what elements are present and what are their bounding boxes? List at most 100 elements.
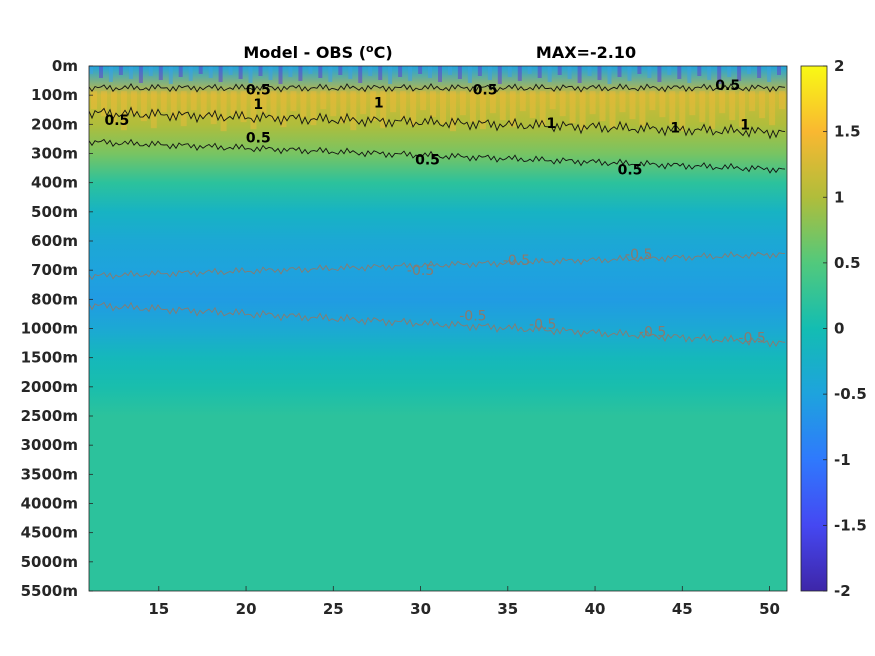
chart-title: Model - OBS (oC) bbox=[243, 42, 392, 62]
warm-streak bbox=[629, 91, 636, 120]
surface-streak bbox=[697, 66, 702, 76]
warm-streak bbox=[639, 91, 646, 127]
contour-label: -0.5 bbox=[639, 324, 666, 340]
warm-streak bbox=[440, 91, 446, 125]
warm-streak bbox=[160, 91, 167, 113]
contour-label: 1 bbox=[374, 96, 384, 112]
surface-streak bbox=[657, 66, 662, 82]
warm-streak bbox=[609, 91, 616, 129]
warm-streak bbox=[180, 91, 187, 127]
warm-streak bbox=[649, 91, 656, 111]
y-tick-label: 1000m bbox=[21, 320, 78, 338]
colorbar-tick-label: 1 bbox=[834, 188, 844, 206]
warm-streak bbox=[140, 91, 147, 122]
warm-streak bbox=[619, 91, 626, 113]
surface-streak bbox=[637, 66, 642, 74]
y-tick-label: 4000m bbox=[21, 495, 78, 513]
warm-streak bbox=[689, 91, 696, 116]
y-tick-label: 5000m bbox=[21, 553, 78, 571]
contour-label: 0.5 bbox=[104, 113, 129, 129]
surface-streak bbox=[318, 66, 323, 78]
contour-label: -0.5 bbox=[503, 253, 530, 269]
warm-streak bbox=[150, 91, 157, 129]
warm-streak bbox=[310, 91, 317, 126]
warm-streak bbox=[549, 91, 556, 110]
surface-streak bbox=[328, 66, 333, 82]
y-tick-label: 3000m bbox=[21, 436, 78, 454]
warm-streak bbox=[699, 91, 706, 123]
colorbar bbox=[800, 65, 828, 592]
x-tick-label: 30 bbox=[410, 600, 431, 618]
heatmap-field bbox=[89, 66, 787, 591]
surface-streak bbox=[238, 66, 243, 79]
warm-streak bbox=[599, 91, 606, 122]
surface-streak bbox=[467, 66, 472, 83]
warm-streak bbox=[669, 91, 676, 125]
contour-label: 0.5 bbox=[246, 131, 271, 147]
surface-streak bbox=[288, 66, 293, 77]
surface-streak bbox=[168, 66, 173, 84]
surface-streak bbox=[108, 66, 113, 82]
x-tick-label: 40 bbox=[585, 600, 606, 618]
surface-streak bbox=[428, 66, 432, 78]
warm-streak bbox=[101, 91, 107, 117]
y-tick-label: 600m bbox=[31, 232, 78, 250]
warm-streak bbox=[270, 91, 277, 121]
surface-streak bbox=[777, 66, 781, 75]
warm-streak bbox=[230, 91, 237, 116]
surface-streak bbox=[438, 66, 442, 82]
contour-label: 0.5 bbox=[415, 152, 440, 168]
warm-streak bbox=[509, 91, 516, 128]
warm-streak bbox=[769, 91, 776, 126]
warm-streak bbox=[330, 91, 337, 117]
surface-streak bbox=[368, 66, 373, 76]
surface-streak bbox=[597, 66, 602, 80]
surface-streak bbox=[517, 66, 522, 81]
surface-streak bbox=[89, 66, 93, 74]
contour-label: -0.5 bbox=[529, 317, 556, 333]
y-tick-label: 2500m bbox=[21, 407, 78, 425]
surface-streak bbox=[707, 66, 712, 80]
surface-streak bbox=[298, 66, 303, 81]
surface-streak bbox=[647, 66, 652, 78]
surface-streak bbox=[358, 66, 363, 83]
warm-streak bbox=[499, 91, 506, 121]
y-tick-label: 2000m bbox=[21, 378, 78, 396]
contour-lines bbox=[89, 83, 786, 348]
contour-label: 1 bbox=[547, 116, 557, 132]
y-tick-label: 300m bbox=[31, 145, 78, 163]
warm-streak bbox=[260, 91, 267, 114]
warm-streak bbox=[539, 91, 546, 126]
colorbar-tick-label: -2 bbox=[834, 582, 851, 600]
contour-label: 0.5 bbox=[473, 82, 498, 98]
surface-streak bbox=[627, 66, 632, 81]
surface-streak bbox=[158, 66, 163, 80]
warm-streak bbox=[679, 91, 686, 132]
contour-label: -0.5 bbox=[625, 247, 652, 263]
warm-streak bbox=[529, 91, 536, 119]
x-tick-label: 20 bbox=[236, 600, 257, 618]
surface-streak bbox=[198, 66, 203, 74]
warm-streak bbox=[489, 91, 496, 114]
warm-streak bbox=[519, 91, 526, 112]
colorbar-ticks: 2 1.5 1 0.5 0 -0.5 -1 -1.5 -2 bbox=[823, 57, 867, 600]
surface-streak bbox=[398, 66, 403, 77]
surface-streak bbox=[228, 66, 233, 75]
surface-streak bbox=[258, 66, 263, 76]
warm-streak bbox=[250, 91, 257, 130]
warm-streak bbox=[559, 91, 566, 117]
warm-streak bbox=[350, 91, 357, 131]
surface-streak bbox=[148, 66, 153, 76]
surface-streak bbox=[527, 66, 532, 74]
surface-streak bbox=[348, 66, 353, 79]
y-tick-label: 4500m bbox=[21, 524, 78, 542]
contour-neg0.5-upper bbox=[89, 251, 786, 281]
x-tick-label: 45 bbox=[672, 600, 693, 618]
surface-streak bbox=[477, 66, 482, 76]
warm-streak bbox=[280, 91, 287, 128]
surface-streak bbox=[557, 66, 562, 75]
contour-label: -0.5 bbox=[407, 263, 434, 279]
colorbar-tick-label: -1.5 bbox=[834, 516, 867, 534]
surface-streak bbox=[497, 66, 502, 84]
